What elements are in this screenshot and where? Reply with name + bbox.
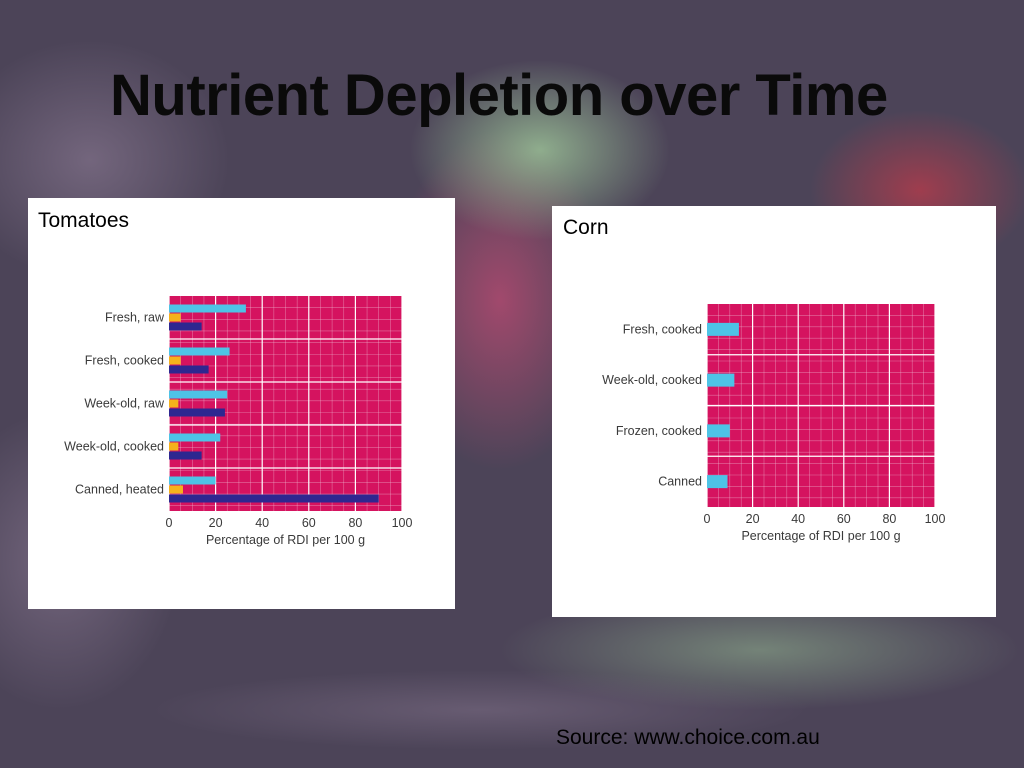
x-tick-label: 100 — [392, 516, 413, 530]
category-label-week-old-raw: Week-old, raw — [84, 397, 165, 411]
source-citation: Source: www.choice.com.au — [556, 726, 820, 749]
x-tick-label: 60 — [302, 516, 316, 530]
slide-title: Nutrient Depletion over Time — [110, 63, 888, 128]
category-label-frozen-cooked: Frozen, cooked — [616, 424, 702, 438]
bar-frozen-cooked-s1 — [707, 424, 730, 438]
category-label-fresh-cooked: Fresh, cooked — [85, 354, 164, 368]
x-tick-label: 80 — [348, 516, 362, 530]
bar-week-old-raw-s2 — [169, 399, 179, 408]
chart-title-tomatoes: Tomatoes — [38, 209, 130, 232]
bar-fresh-raw-s2 — [169, 313, 181, 322]
bar-week-old-raw-s3 — [169, 408, 225, 417]
x-tick-label: 100 — [925, 512, 946, 526]
bar-canned-heated-s2 — [169, 485, 183, 494]
category-label-week-old-cooked: Week-old, cooked — [64, 440, 164, 454]
bar-fresh-raw-s3 — [169, 322, 202, 331]
x-tick-label: 40 — [791, 512, 805, 526]
bar-canned-s1 — [707, 475, 728, 489]
bar-canned-heated-s1 — [169, 476, 216, 485]
x-axis-title: Percentage of RDI per 100 g — [206, 533, 365, 547]
corn-bar-chart: Fresh, cooked Week-old, cooked Frozen, coo… — [602, 304, 946, 543]
x-tick-label: 60 — [837, 512, 851, 526]
tomatoes-bar-chart: Fresh, raw Fresh, cooked Week-old, raw Week… — [64, 296, 413, 547]
bar-fresh-raw-s1 — [169, 304, 246, 313]
category-label-week-old-cooked: Week-old, cooked — [602, 373, 702, 387]
x-axis-title: Percentage of RDI per 100 g — [741, 529, 900, 543]
corn-chart-panel: Corn Fresh, cooked Week-old, cooked Frozen… — [552, 206, 996, 617]
bar-fresh-cooked-s2 — [169, 356, 181, 365]
bar-week-old-cooked-s1 — [169, 433, 221, 442]
x-tick-label: 0 — [704, 512, 711, 526]
bar-canned-heated-s3 — [169, 494, 379, 503]
x-tick-label: 40 — [255, 516, 269, 530]
x-tick-label: 0 — [166, 516, 173, 530]
bar-week-old-cooked-s1 — [707, 373, 735, 387]
tomatoes-chart-panel: Tomatoes Fresh, raw Fresh, cooked Week-old… — [28, 198, 455, 609]
category-label-canned: Canned — [658, 475, 702, 489]
category-label-canned-heated: Canned, heated — [75, 483, 164, 497]
bar-week-old-cooked-s3 — [169, 451, 202, 460]
bar-week-old-raw-s1 — [169, 390, 228, 399]
bar-week-old-cooked-s2 — [169, 442, 179, 451]
x-tick-label: 80 — [882, 512, 896, 526]
category-label-fresh-cooked: Fresh, cooked — [623, 322, 702, 336]
chart-title-corn: Corn — [563, 216, 609, 239]
category-label-fresh-raw: Fresh, raw — [105, 311, 165, 325]
bar-fresh-cooked-s1 — [169, 347, 230, 356]
x-tick-label: 20 — [209, 516, 223, 530]
bar-fresh-cooked-s3 — [169, 365, 209, 374]
bar-fresh-cooked-s1 — [707, 322, 739, 336]
x-tick-label: 20 — [746, 512, 760, 526]
